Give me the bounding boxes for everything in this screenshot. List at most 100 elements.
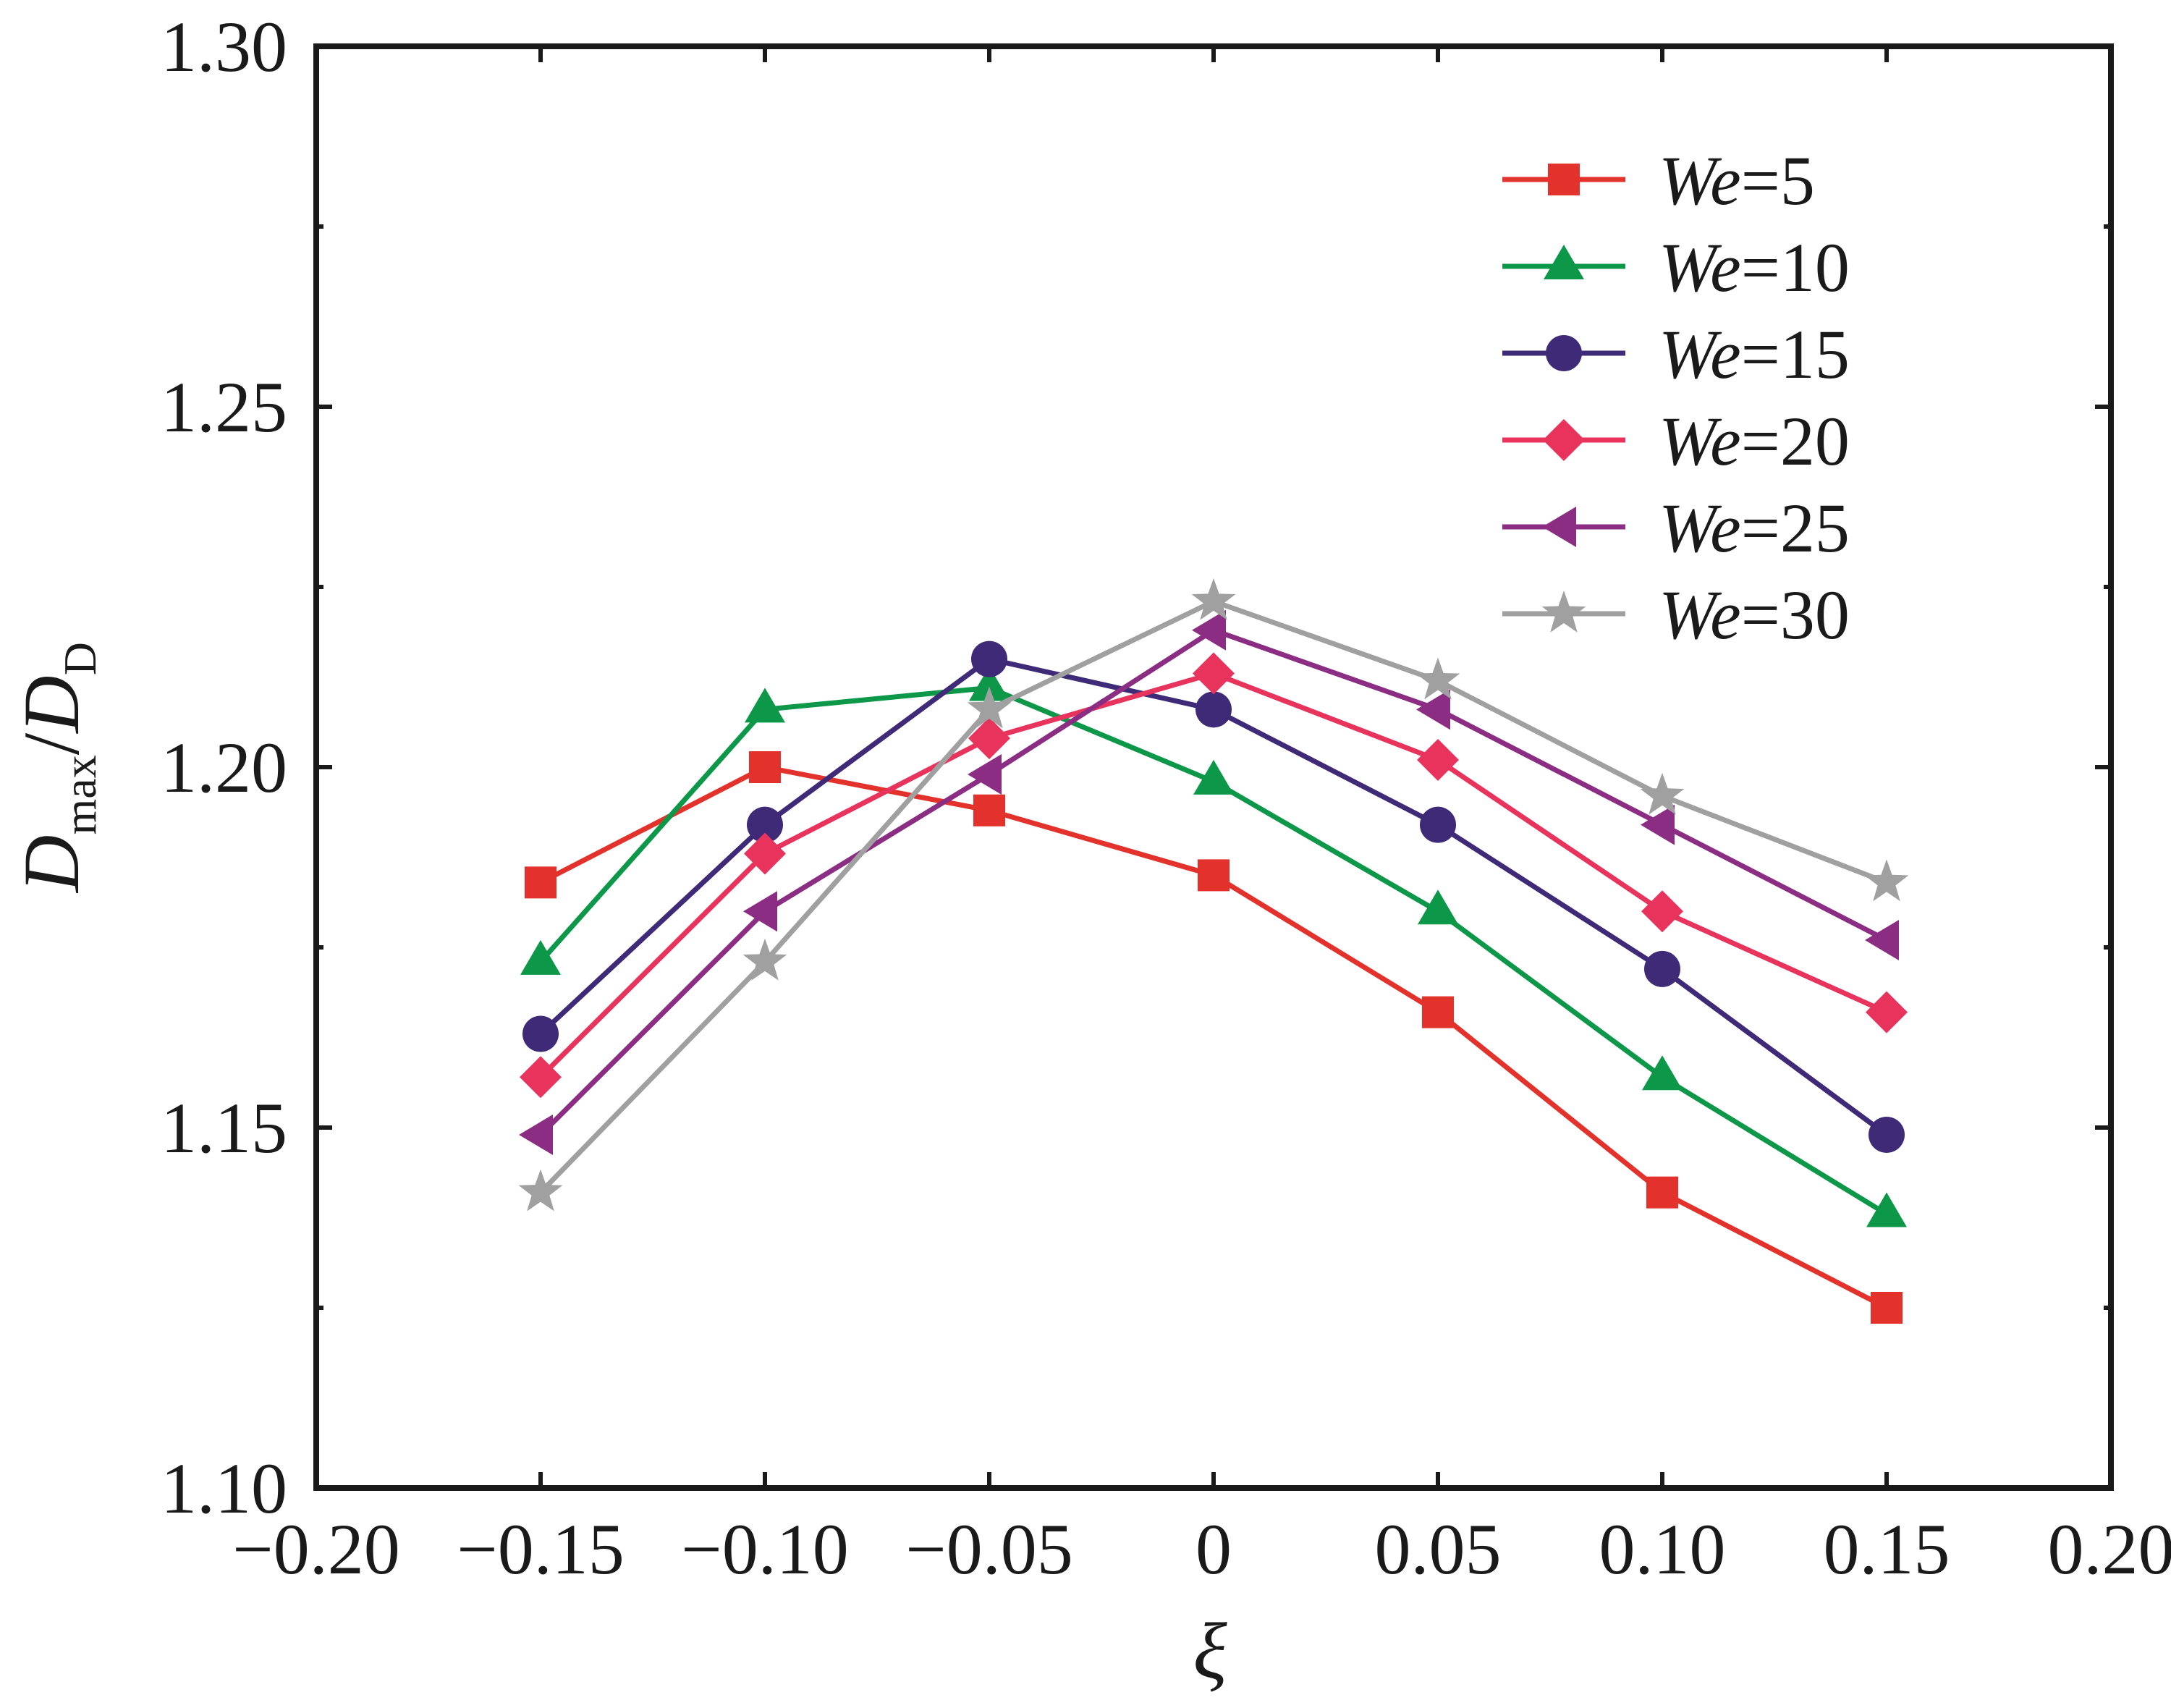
legend-label: We=30 bbox=[1659, 576, 1850, 654]
axes-layer: −0.20 −0.15 −0.10 −0.05 0 0.05 0.10 0.15 0.20 1.1… bbox=[161, 7, 2171, 1589]
data-point bbox=[971, 640, 1007, 677]
y-tick-label: 1.10 bbox=[161, 1448, 287, 1529]
x-tick-label: 0.05 bbox=[1375, 1509, 1502, 1589]
legend-label-we: We bbox=[1659, 142, 1741, 219]
legend-label-value: =15 bbox=[1741, 316, 1850, 393]
data-point bbox=[1866, 1192, 1907, 1227]
legend-label-value: =5 bbox=[1741, 142, 1815, 219]
data-point bbox=[1416, 689, 1450, 730]
data-point bbox=[1866, 991, 1908, 1033]
data-point bbox=[1191, 578, 1236, 620]
series-we-30 bbox=[518, 578, 1909, 1212]
legend-marker bbox=[1541, 591, 1586, 633]
data-point bbox=[519, 1114, 553, 1155]
data-point bbox=[742, 938, 787, 981]
legend-marker bbox=[1543, 419, 1585, 461]
legend-item: We=10 bbox=[1502, 229, 1850, 306]
x-axis-label: ξ bbox=[1193, 1607, 1227, 1695]
data-point bbox=[1418, 889, 1458, 925]
legend-label: We=5 bbox=[1659, 142, 1815, 219]
data-point bbox=[1420, 806, 1456, 843]
data-point bbox=[1195, 691, 1232, 728]
data-point bbox=[1869, 1116, 1905, 1153]
data-point bbox=[520, 1056, 562, 1099]
series-we-25 bbox=[519, 609, 1899, 1155]
y-label-d2: D bbox=[7, 675, 96, 734]
data-point bbox=[518, 1169, 563, 1212]
data-point bbox=[968, 753, 1002, 795]
data-point bbox=[744, 832, 786, 875]
legend-item: We=5 bbox=[1502, 142, 1815, 219]
legend-label-we: We bbox=[1659, 402, 1741, 480]
y-label-slash: / bbox=[7, 732, 96, 755]
x-tick-label: −0.05 bbox=[905, 1509, 1072, 1589]
legend-label-we: We bbox=[1659, 316, 1741, 393]
data-point bbox=[1871, 1292, 1903, 1324]
legend-label-we: We bbox=[1659, 489, 1741, 567]
x-tick-label: 0.20 bbox=[2048, 1509, 2171, 1589]
x-tick-label: −0.20 bbox=[232, 1509, 399, 1589]
legend-item: We=20 bbox=[1502, 402, 1850, 480]
data-point bbox=[1193, 759, 1234, 795]
data-point bbox=[967, 686, 1012, 729]
y-label-sub-d: D bbox=[54, 642, 106, 675]
legend-marker bbox=[1546, 335, 1582, 371]
data-point bbox=[1641, 890, 1683, 933]
data-point bbox=[1644, 950, 1680, 987]
legend-label-we: We bbox=[1659, 229, 1741, 306]
data-point bbox=[520, 939, 561, 975]
data-point bbox=[1193, 652, 1235, 695]
data-point bbox=[973, 794, 1005, 826]
x-tick-label: 0 bbox=[1195, 1509, 1232, 1589]
series-layer bbox=[518, 578, 1909, 1324]
y-tick-label: 1.20 bbox=[161, 727, 287, 808]
x-tick-label: 0.15 bbox=[1824, 1509, 1950, 1589]
y-axis-label: Dmax/DD bbox=[7, 642, 106, 894]
legend-item: We=15 bbox=[1502, 316, 1850, 393]
y-tick-label: 1.25 bbox=[161, 367, 287, 447]
data-point bbox=[1646, 1176, 1678, 1209]
data-point bbox=[1198, 859, 1230, 892]
legend-label: We=10 bbox=[1659, 229, 1850, 306]
data-point bbox=[1641, 804, 1675, 845]
legend-item: We=25 bbox=[1502, 489, 1850, 567]
data-point bbox=[745, 688, 785, 723]
series-we-10 bbox=[520, 666, 1907, 1227]
series-we-20 bbox=[520, 652, 1908, 1099]
legend-label-we: We bbox=[1659, 576, 1741, 654]
data-point bbox=[749, 751, 781, 783]
y-label-sub-max: max bbox=[54, 755, 106, 834]
data-point bbox=[969, 666, 1010, 701]
data-point bbox=[968, 717, 1010, 760]
y-tick-label: 1.30 bbox=[161, 7, 287, 87]
data-point bbox=[525, 866, 556, 899]
series-we-15 bbox=[522, 640, 1905, 1153]
legend-label-value: =30 bbox=[1741, 576, 1850, 654]
data-point bbox=[1642, 1055, 1683, 1091]
data-point bbox=[1415, 657, 1460, 700]
x-tick-label: −0.10 bbox=[681, 1509, 848, 1589]
y-tick-label: 1.15 bbox=[161, 1088, 287, 1168]
data-point bbox=[1192, 609, 1226, 651]
series-we-5 bbox=[525, 751, 1903, 1324]
data-point bbox=[743, 891, 777, 932]
legend-label: We=15 bbox=[1659, 316, 1850, 393]
legend-label: We=20 bbox=[1659, 402, 1850, 480]
y-label-d: D bbox=[7, 834, 96, 893]
legend-label-value: =20 bbox=[1741, 402, 1850, 480]
data-point bbox=[1864, 859, 1909, 902]
data-point bbox=[1417, 739, 1459, 782]
data-point bbox=[747, 806, 783, 843]
x-tick-label: 0.10 bbox=[1599, 1509, 1726, 1589]
legend-label-value: =25 bbox=[1741, 489, 1850, 567]
legend-marker bbox=[1548, 164, 1580, 195]
legend-label: We=25 bbox=[1659, 489, 1850, 567]
x-tick-label: −0.15 bbox=[457, 1509, 624, 1589]
legend-marker bbox=[1542, 507, 1576, 547]
data-point bbox=[1422, 996, 1454, 1028]
data-point bbox=[1865, 920, 1899, 961]
data-point bbox=[522, 1015, 559, 1052]
legend-marker bbox=[1544, 245, 1584, 279]
